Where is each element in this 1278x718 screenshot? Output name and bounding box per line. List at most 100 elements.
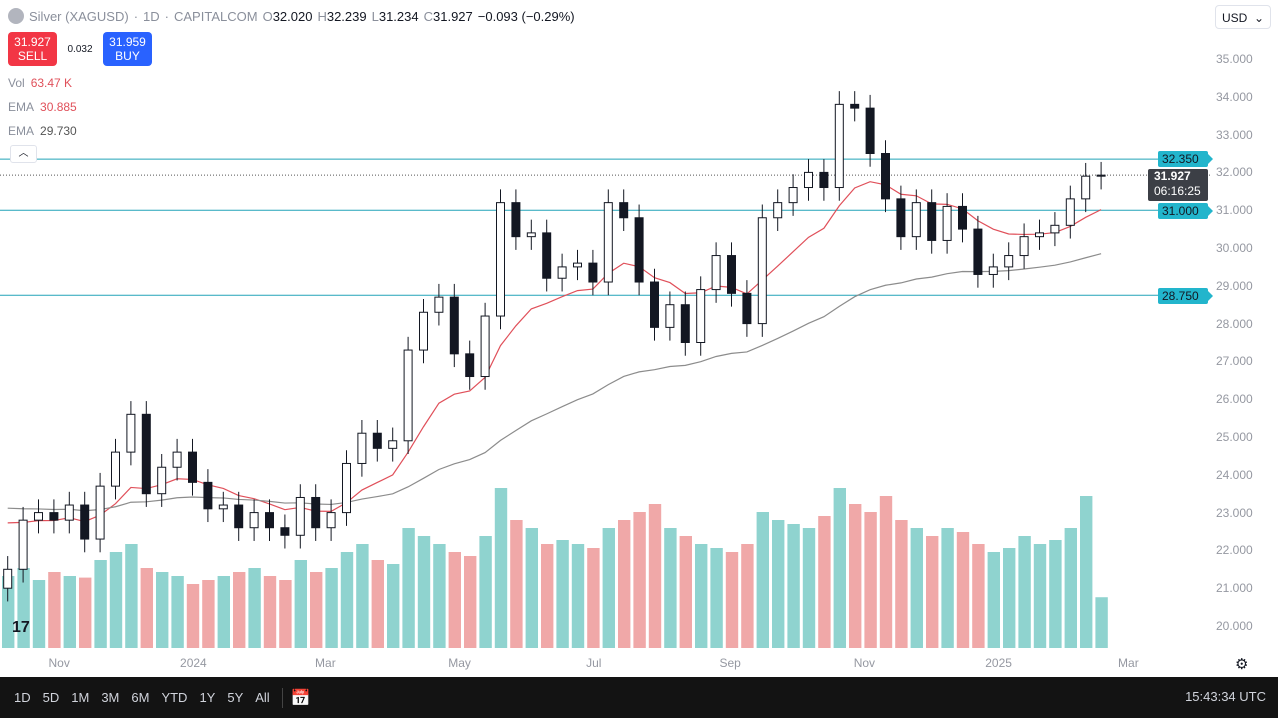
volume-bar [2, 576, 15, 648]
price-tick-label: 20.000 [1216, 619, 1253, 633]
separator: · [164, 8, 169, 24]
candle-body [742, 292, 752, 325]
candle-body [496, 202, 505, 317]
settings-gear-icon[interactable]: ⚙ [1235, 656, 1249, 673]
tradingview-logo[interactable]: 17 [12, 619, 30, 636]
volume-bar [433, 544, 446, 648]
chevron-up-icon: ︿ [18, 148, 29, 159]
symbol-legend: Silver (XAGUSD) · 1D · CAPITALCOM O32.02… [8, 8, 575, 24]
candle-body [650, 281, 659, 328]
time-tick-label: Sep [719, 656, 741, 670]
candle-body [834, 103, 844, 189]
level-label: 31.000 [1158, 203, 1213, 219]
spread: 0.032 [67, 43, 93, 55]
volume-bar [171, 576, 184, 648]
volume-bar [448, 552, 461, 648]
volume-bar [32, 580, 46, 648]
collapse-legend-button[interactable]: ︿ [10, 145, 37, 163]
volume-bar [556, 540, 569, 648]
symbol-title[interactable]: Silver (XAGUSD) [29, 8, 129, 24]
ema-fast-line [7, 181, 1102, 524]
clock[interactable]: 15:43:34 UTC [1185, 689, 1266, 704]
candle-body [311, 496, 321, 529]
volume-bar [941, 528, 954, 648]
range-3m[interactable]: 3M [101, 690, 120, 705]
candle-body [111, 451, 120, 487]
candle-body [280, 527, 290, 536]
silver-symbol-icon [8, 8, 24, 24]
candle-body [819, 171, 829, 189]
interval[interactable]: 1D [143, 8, 160, 24]
volume-bar [510, 520, 523, 648]
current-price-label: 31.927 06:16:25 [1148, 169, 1208, 201]
candle-body [881, 153, 890, 200]
sell-button[interactable]: 31.927 SELL [8, 32, 57, 66]
volume-bar [186, 584, 200, 648]
ohlc-open: O32.020 [262, 8, 313, 24]
range-1m[interactable]: 1M [71, 690, 90, 705]
volume-bar [1064, 528, 1077, 648]
price-tick-label: 33.000 [1216, 127, 1253, 142]
candle-body [203, 481, 213, 510]
range-5d[interactable]: 5D [42, 690, 60, 705]
indicator-volume[interactable]: Vol 63.47 K [8, 76, 73, 90]
candle-body [988, 266, 998, 275]
volume-bar [417, 536, 431, 648]
price-tick-label: 30.000 [1216, 241, 1253, 255]
chevron-down-icon: ⌄ [1253, 11, 1264, 25]
range-all[interactable]: All [255, 690, 270, 705]
time-tick-label: Jul [586, 656, 602, 670]
volume-bar [895, 520, 908, 648]
volume-bar [217, 576, 230, 648]
candle-body [465, 353, 475, 378]
volume-bar [972, 544, 985, 648]
range-ytd[interactable]: YTD [161, 690, 188, 705]
candle-body [573, 262, 582, 268]
indicator-ema-slow[interactable]: EMA 29.730 [8, 124, 77, 138]
ohlc-high: H32.239 [317, 8, 367, 24]
volume-bar [695, 544, 708, 648]
volume-bar [802, 528, 816, 648]
volume-bar [910, 528, 923, 648]
candle-body [1035, 232, 1044, 238]
exchange: CAPITALCOM [174, 8, 258, 24]
candle-body [757, 217, 767, 325]
candle-body [526, 232, 536, 238]
candle-body [696, 289, 706, 343]
candle-body [3, 568, 13, 589]
volume-bar [664, 528, 677, 648]
time-tick-label: Nov [48, 656, 70, 670]
candle-body [188, 451, 197, 483]
volume-bar [294, 560, 307, 648]
range-6m[interactable]: 6M [131, 690, 150, 705]
volume-bar [1003, 548, 1016, 648]
currency-select[interactable]: USD ⌄ [1215, 5, 1271, 29]
buy-button[interactable]: 31.959 BUY [103, 32, 152, 66]
candle-body [680, 304, 690, 344]
range-1y[interactable]: 1Y [199, 690, 216, 705]
candle-body [542, 232, 552, 279]
range-5y[interactable]: 5Y [227, 690, 244, 705]
candle-body [1050, 224, 1060, 234]
price-chart[interactable] [0, 0, 1210, 676]
volume-bar [156, 572, 169, 648]
volume-bar [387, 564, 400, 648]
volume-bar [849, 504, 862, 648]
separator: · [133, 8, 139, 24]
price-tick-label: 25.000 [1216, 430, 1253, 444]
ema-slow-line [7, 253, 1102, 512]
candle-body [1019, 236, 1029, 257]
go-to-date-calendar-icon[interactable]: 📅 [290, 689, 311, 707]
range-1d[interactable]: 1D [14, 690, 31, 705]
ohlc-change: −0.093 (−0.29%) [477, 8, 575, 24]
volume-bar [587, 548, 600, 648]
candle-body [449, 296, 459, 355]
volume-bar [710, 548, 723, 648]
indicator-ema-fast[interactable]: EMA 30.885 [8, 100, 77, 114]
volume-bar [340, 552, 354, 648]
candle-body [49, 512, 59, 521]
candle-body [157, 466, 167, 495]
volume-bar [125, 544, 138, 648]
candle-body [434, 296, 444, 313]
price-tick-label: 23.000 [1216, 505, 1253, 520]
